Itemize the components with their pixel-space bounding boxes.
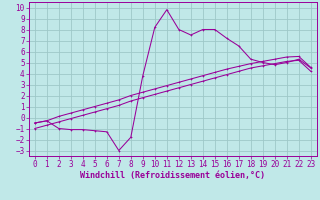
X-axis label: Windchill (Refroidissement éolien,°C): Windchill (Refroidissement éolien,°C) [80,171,265,180]
